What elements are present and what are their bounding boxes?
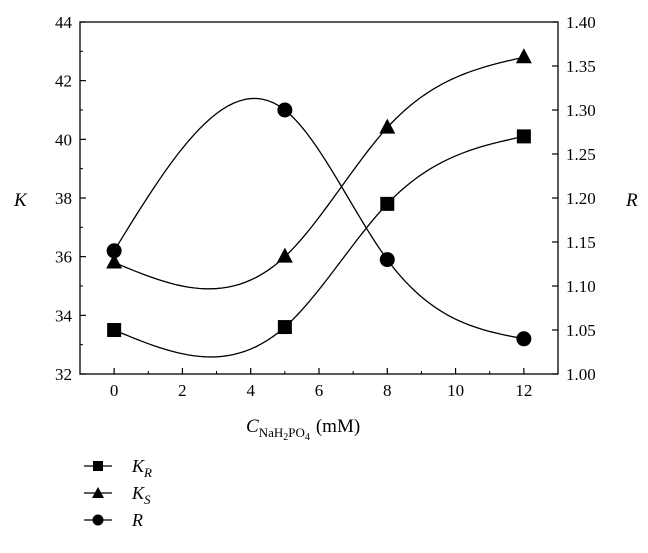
x-axis-ticks: 0 2 4 6 8 10 12 [110,368,532,400]
x-tick-label: 4 [246,381,255,400]
data-point-triangle [106,253,123,269]
x-tick-label: 8 [383,381,392,400]
left-y-axis-ticks: 32 34 36 38 40 42 44 [55,13,86,384]
x-tick-label: 10 [447,381,464,400]
data-point-circle [106,243,122,259]
series-line-s [113,56,525,290]
series-curves [113,56,525,358]
data-point-square [277,320,292,335]
data-point-square [380,196,395,211]
left-y-tick-label: 36 [55,248,72,267]
series-line-r [113,97,524,340]
x-tick-label: 2 [178,381,187,400]
legend-label: KS [131,483,151,507]
data-point-triangle [276,247,293,263]
legend: KR KS R [84,456,152,530]
right-y-tick-label: 1.05 [566,321,596,340]
right-y-axis-label: R [625,190,638,211]
data-point-square [107,323,122,337]
series-markers [106,48,532,347]
x-tick-label: 0 [110,381,119,400]
legend-marker-triangle [92,487,104,498]
right-y-tick-label: 1.20 [566,189,596,208]
data-point-circle [379,252,395,268]
left-y-tick-label: 38 [55,189,72,208]
data-point-circle [516,331,532,347]
x-tick-label: 6 [315,381,324,400]
left-y-tick-label: 34 [55,306,73,325]
right-y-tick-label: 1.15 [566,233,596,252]
series-line-r [113,135,524,358]
right-y-axis-ticks: 1.00 1.05 1.10 1.15 1.20 1.25 1.30 1.35 1.40 [552,13,596,384]
data-point-square [516,129,531,144]
data-point-triangle [379,118,396,134]
right-y-tick-label: 1.40 [566,13,596,32]
x-tick-label: 12 [515,381,532,400]
data-point-circle [277,102,293,118]
right-y-tick-label: 1.10 [566,277,596,296]
left-y-tick-label: 42 [55,72,72,91]
legend-label: R [131,510,143,530]
plot-frame [79,21,559,375]
right-y-tick-label: 1.35 [566,57,596,76]
x-axis-label: CNaH2PO4(mM) [246,416,360,443]
legend-marker-square [93,461,103,471]
left-y-tick-label: 44 [55,13,73,32]
left-y-tick-label: 40 [55,130,72,149]
left-y-axis-label: K [13,190,28,211]
right-y-tick-label: 1.00 [566,365,596,384]
right-y-tick-label: 1.25 [566,145,596,164]
legend-marker-circle [92,514,104,526]
right-y-tick-label: 1.30 [566,101,596,120]
legend-label: KR [131,456,152,480]
data-point-triangle [515,48,532,64]
left-y-tick-label: 32 [55,365,72,384]
